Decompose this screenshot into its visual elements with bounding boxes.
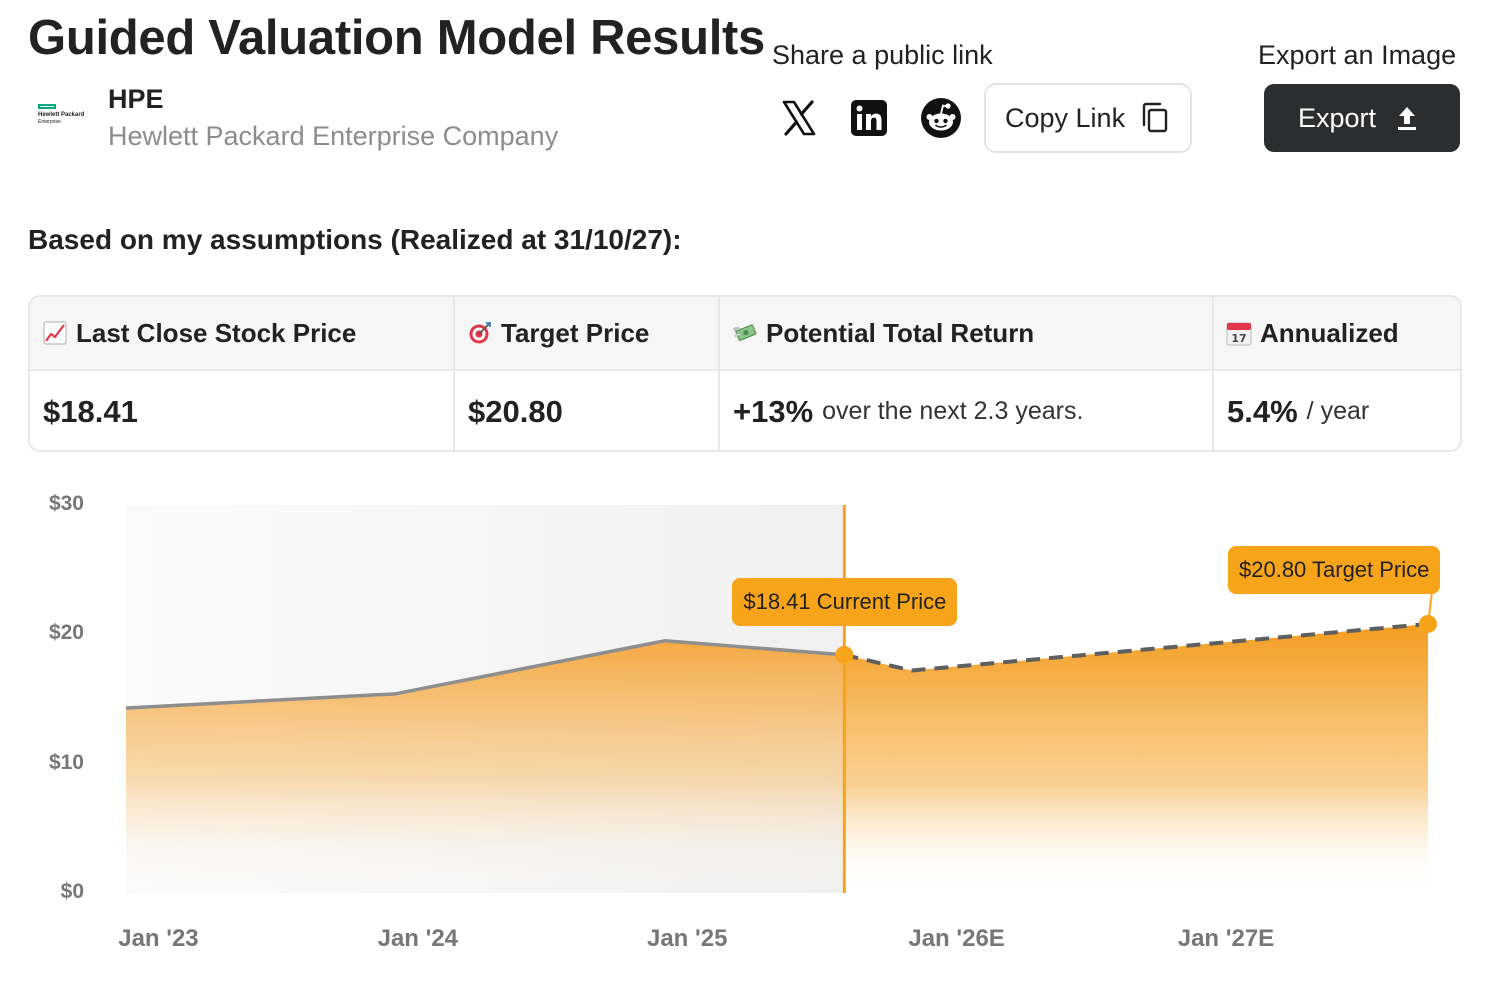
total-return-value: +13% bbox=[733, 393, 814, 429]
calendar-icon: 17 bbox=[1226, 320, 1252, 346]
export-button-label: Export bbox=[1298, 102, 1377, 133]
current-price-callout: $18.41 Current Price bbox=[732, 578, 958, 626]
total-return-suffix: over the next 2.3 years. bbox=[822, 397, 1084, 425]
upload-icon bbox=[1396, 105, 1418, 131]
company-ticker: HPE bbox=[108, 84, 164, 114]
price-chart-svg bbox=[125, 505, 1437, 893]
x-tick-label: Jan '25 bbox=[646, 925, 728, 952]
summary-col-annualized: 17 Annualized 5.4% / year bbox=[1214, 297, 1460, 450]
annualized-value: 5.4% bbox=[1227, 393, 1298, 429]
share-label: Share a public link bbox=[772, 40, 993, 70]
forecast-line bbox=[843, 621, 1429, 673]
share-x-button[interactable] bbox=[777, 96, 821, 140]
last-close-header: Last Close Stock Price bbox=[76, 317, 357, 348]
x-tick-label: Jan '24 bbox=[377, 925, 459, 952]
chart-up-icon bbox=[42, 320, 68, 346]
page-title: Guided Valuation Model Results bbox=[28, 11, 765, 65]
x-icon bbox=[782, 100, 816, 136]
copy-icon bbox=[1141, 102, 1169, 134]
annualized-header: Annualized bbox=[1260, 317, 1399, 348]
export-button[interactable]: Export bbox=[1264, 84, 1460, 152]
target-header: Target Price bbox=[501, 317, 650, 348]
money-wings-icon bbox=[732, 320, 758, 346]
price-chart: $0 $10 $20 $30 Jan '23 Jan '24 Jan '25 Jan '26E… bbox=[0, 480, 1510, 988]
reddit-icon bbox=[921, 98, 961, 138]
target-value: $20.80 bbox=[468, 393, 563, 429]
history-line bbox=[125, 639, 845, 710]
company-name: Hewlett Packard Enterprise Company bbox=[108, 121, 559, 151]
x-tick-label: Jan '26E bbox=[908, 925, 1005, 952]
target-icon bbox=[467, 320, 493, 346]
current-price-point bbox=[835, 645, 854, 664]
history-area bbox=[126, 640, 845, 893]
x-tick-label: Jan '23 bbox=[118, 925, 199, 952]
annualized-suffix: / year bbox=[1306, 397, 1370, 425]
y-tick-label: $10 bbox=[48, 750, 84, 774]
y-tick-label: $30 bbox=[48, 492, 84, 515]
company-header: Hewlett Packard Enterprise HPE Hewlett P… bbox=[36, 84, 558, 152]
forecast-area bbox=[844, 623, 1428, 893]
svg-text:17: 17 bbox=[1231, 332, 1246, 345]
copy-link-label: Copy Link bbox=[1005, 102, 1126, 133]
export-label: Export an Image bbox=[1258, 40, 1457, 70]
company-logo: Hewlett Packard Enterprise bbox=[36, 102, 88, 142]
share-reddit-button[interactable] bbox=[919, 96, 963, 140]
target-price-callout: $20.80 Target Price bbox=[1228, 546, 1441, 594]
summary-col-total-return: Potential Total Return +13% over the nex… bbox=[720, 297, 1214, 450]
last-close-value: $18.41 bbox=[43, 393, 138, 429]
x-tick-label: Jan '27E bbox=[1177, 925, 1275, 952]
linkedin-icon bbox=[851, 100, 887, 136]
y-tick-label: $0 bbox=[60, 880, 84, 903]
assumptions-heading: Based on my assumptions (Realized at 31/… bbox=[28, 224, 682, 255]
summary-col-target: Target Price $20.80 bbox=[455, 297, 720, 450]
summary-table: Last Close Stock Price $18.41 Target Pri… bbox=[28, 295, 1462, 452]
target-price-point bbox=[1419, 614, 1437, 633]
summary-col-last-close: Last Close Stock Price $18.41 bbox=[30, 297, 455, 450]
total-return-header: Potential Total Return bbox=[766, 317, 1035, 348]
share-linkedin-button[interactable] bbox=[847, 96, 891, 140]
copy-link-button[interactable]: Copy Link bbox=[984, 83, 1192, 153]
y-tick-label: $20 bbox=[48, 621, 84, 645]
